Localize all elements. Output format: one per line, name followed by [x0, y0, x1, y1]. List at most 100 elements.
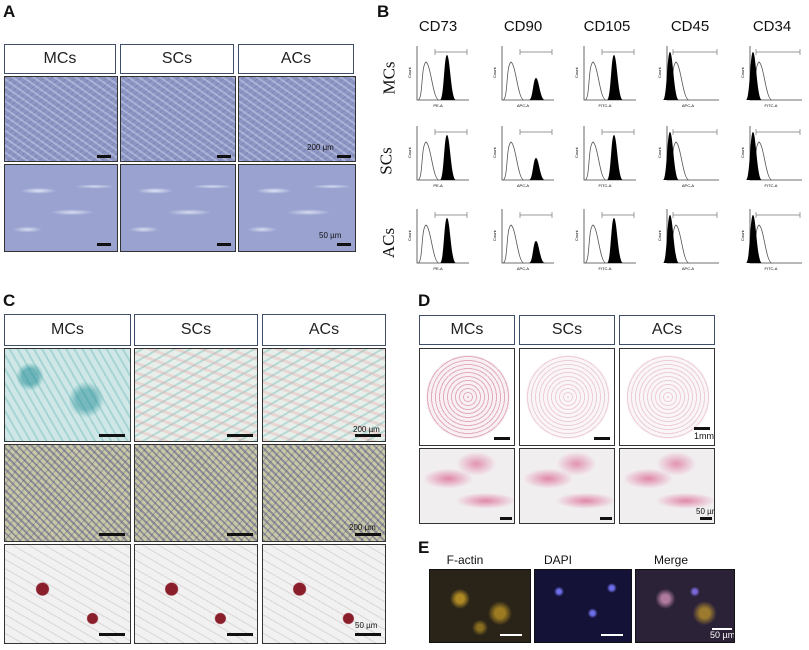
panel-e-dapi-image	[534, 569, 632, 643]
sample-curve	[529, 241, 545, 263]
sample-curve	[746, 215, 762, 263]
flow-row-label-mcs: MCs	[379, 61, 399, 95]
histogram-x-label: FITC-A	[765, 103, 778, 108]
gate-marker	[601, 49, 635, 55]
panel-d-mcs-scaffold-image	[419, 348, 515, 446]
gate-marker	[672, 212, 718, 218]
panel-a-acs-high-image: 50 µm	[238, 164, 356, 252]
panel-a-header-acs: ACs	[238, 44, 354, 74]
histogram-x-label: PE-A	[433, 183, 443, 188]
scale-label: 50 µm	[710, 630, 735, 640]
panel-a-scs-high-image	[120, 164, 236, 252]
scale-bar	[97, 243, 111, 246]
gate-marker	[672, 49, 718, 55]
flow-histogram-acs-cd73: Count PE-A	[407, 209, 469, 271]
histogram-axis	[501, 46, 554, 101]
sample-curve	[440, 135, 456, 180]
histogram-x-label: APC-A	[517, 103, 530, 108]
panel-d-header-acs: ACs	[619, 315, 715, 345]
histogram-y-label: Count	[740, 146, 745, 158]
marker-cd34: CD34	[752, 18, 792, 35]
histogram-y-label: Count	[657, 229, 662, 241]
isotype-curve	[417, 61, 440, 101]
gate-marker	[434, 49, 468, 55]
scale-bar	[99, 533, 125, 536]
histogram-x-label: FITC-A	[599, 183, 612, 188]
sample-curve	[440, 55, 456, 100]
panel-c-scs-alizarin-image	[134, 544, 258, 644]
scale-label: 200 µm	[307, 143, 334, 152]
flow-row-label-scs: SCs	[376, 147, 396, 175]
scale-bar	[600, 517, 612, 520]
histogram-y-label: Count	[657, 66, 662, 78]
flow-histogram-acs-cd34: Count FITC-A	[740, 209, 802, 271]
flow-histogram-mcs-cd45: Count APC-A	[657, 46, 719, 108]
histogram-x-label: FITC-A	[765, 183, 778, 188]
gate-marker	[755, 212, 801, 218]
panel-d-acs-scaffold-image: 1mm	[619, 348, 715, 446]
scaffold-disc	[426, 355, 510, 439]
panel-c-mcs-toluidine-image	[4, 444, 131, 542]
histogram-y-label: Count	[740, 66, 745, 78]
gate-marker	[601, 129, 635, 135]
histogram-y-label: Count	[407, 66, 412, 78]
scale-bar	[99, 434, 125, 437]
scale-bar	[355, 434, 381, 437]
panel-c-scs-toluidine-image	[134, 444, 258, 542]
gate-marker	[755, 129, 801, 135]
histogram-x-label: APC-A	[682, 266, 695, 271]
histogram-x-label: FITC-A	[765, 266, 778, 271]
flow-histogram-mcs-cd34: Count FITC-A	[740, 46, 802, 108]
sample-curve	[440, 218, 456, 263]
scale-bar	[337, 155, 351, 158]
panel-d-mcs-he-image	[419, 448, 515, 524]
scale-bar	[337, 243, 351, 246]
flow-histogram-scs-cd34: Count FITC-A	[740, 126, 802, 188]
scale-label: 200 µm	[349, 523, 376, 532]
histogram-x-label: PE-A	[433, 266, 443, 271]
isotype-curve	[417, 224, 440, 264]
scale-label: 50 µm	[355, 621, 378, 630]
flow-histogram-scs-cd90: Count APC-A	[492, 126, 554, 188]
scale-bar	[355, 533, 381, 536]
scale-bar	[601, 634, 623, 636]
scale-bar	[700, 517, 712, 520]
scale-label: 1mm	[694, 431, 714, 441]
flow-histogram-acs-cd45: Count APC-A	[657, 209, 719, 271]
panel-c-header-acs: ACs	[262, 314, 386, 346]
isotype-curve	[502, 141, 525, 181]
scaffold-disc	[626, 355, 710, 439]
histogram-x-label: FITC-A	[599, 103, 612, 108]
gate-marker	[434, 212, 468, 218]
flow-histogram-mcs-cd73: Count PE-A	[407, 46, 469, 108]
histogram-y-label: Count	[574, 146, 579, 158]
panel-e-merge-image: 50 µm	[635, 569, 735, 643]
scale-bar	[227, 434, 253, 437]
isotype-curve	[502, 224, 525, 264]
panel-d-label: D	[418, 291, 431, 310]
isotype-curve	[502, 61, 525, 101]
histogram-x-label: APC-A	[682, 183, 695, 188]
panel-d-header-scs: SCs	[519, 315, 615, 345]
isotype-curve	[584, 141, 607, 181]
panel-a-mcs-high-image	[4, 164, 118, 252]
flow-histogram-mcs-cd90: Count APC-A	[492, 46, 554, 108]
scale-bar	[355, 633, 381, 636]
flow-histogram-acs-cd105: Count FITC-A	[574, 209, 636, 271]
histogram-y-label: Count	[492, 146, 497, 158]
marker-cd105: CD105	[583, 18, 631, 35]
scale-bar	[494, 437, 510, 440]
scale-label: 50 µm	[319, 231, 342, 240]
scale-bar	[217, 243, 231, 246]
panel-a-label: A	[3, 2, 16, 21]
marker-cd45: CD45	[670, 18, 710, 35]
channel-label-dapi: DAPI	[543, 553, 572, 567]
panel-c-header-scs: SCs	[134, 314, 258, 346]
histogram-y-label: Count	[657, 146, 662, 158]
scale-bar	[594, 437, 610, 440]
sample-curve	[529, 158, 545, 180]
gate-marker	[755, 49, 801, 55]
gate-marker	[519, 49, 553, 55]
flow-histogram-mcs-cd105: Count FITC-A	[574, 46, 636, 108]
histogram-y-label: Count	[492, 229, 497, 241]
